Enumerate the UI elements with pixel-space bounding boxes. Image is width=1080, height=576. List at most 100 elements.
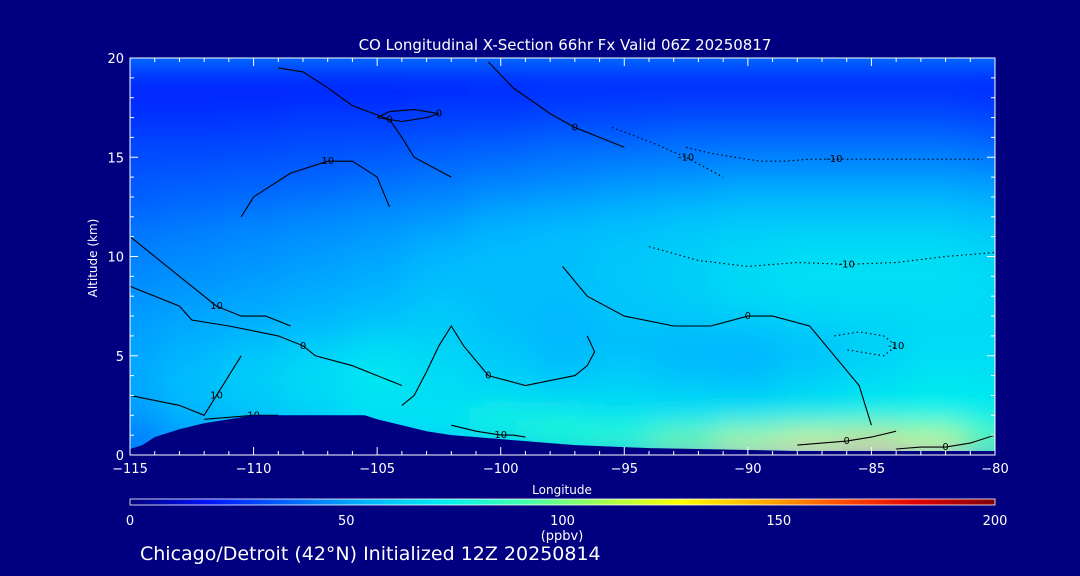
heat-cell <box>654 414 718 437</box>
negative-contour <box>648 246 995 267</box>
heat-cell <box>901 255 966 278</box>
heat-cell <box>283 116 348 139</box>
heat-cell <box>345 295 410 318</box>
y-tick-label: 5 <box>116 350 124 365</box>
heat-cell <box>901 96 966 119</box>
heat-cell <box>839 275 904 298</box>
heat-cell <box>963 116 995 139</box>
x-tick-label: −95 <box>611 462 638 477</box>
heat-cell <box>345 334 410 357</box>
heat-cell <box>839 96 904 119</box>
heat-cell <box>901 275 966 298</box>
footer-location-init: Chicago/Detroit (42°N) Initialized 12Z 2… <box>140 543 601 565</box>
heat-cell <box>221 215 286 238</box>
heat-cell <box>592 176 657 198</box>
heat-cell <box>407 255 471 278</box>
heat-cell <box>963 315 995 337</box>
heat-cell <box>283 255 348 278</box>
heat-cell <box>345 156 410 179</box>
heat-cell <box>159 394 224 417</box>
colorbar-tick-label: 50 <box>338 514 355 529</box>
heat-cell <box>345 215 410 238</box>
heat-cell <box>468 215 533 238</box>
heat-cell <box>715 295 780 318</box>
heat-cell <box>963 136 995 159</box>
heat-cell <box>901 156 966 179</box>
x-tick-label: −90 <box>734 462 761 477</box>
heat-cell <box>283 275 348 298</box>
heat-cell <box>654 354 718 377</box>
contour-label: 0 <box>485 371 491 382</box>
heat-cell <box>592 235 657 258</box>
heat-cell <box>530 136 595 159</box>
colorbar-tick-label: 0 <box>126 514 134 529</box>
heat-cell <box>468 176 533 198</box>
heat-cell <box>654 58 718 79</box>
negative-contour <box>611 126 724 178</box>
heat-cell <box>221 275 286 298</box>
heat-cell <box>839 334 904 357</box>
heat-cell <box>530 334 595 357</box>
heat-cell <box>468 394 533 417</box>
colorbar-tick-label: 200 <box>983 514 1008 529</box>
heat-cell <box>715 96 780 119</box>
heat-cell <box>283 374 348 397</box>
heat-cell <box>963 275 995 298</box>
heat-cell <box>159 315 224 337</box>
heat-cell <box>530 156 595 179</box>
terrain-mask <box>130 415 995 455</box>
heat-cell <box>592 295 657 318</box>
heat-cell <box>283 136 348 159</box>
heat-cell <box>777 176 842 198</box>
x-tick-label: −110 <box>236 462 272 477</box>
heat-cell <box>407 76 471 99</box>
heat-cell <box>345 96 410 119</box>
heat-cell <box>715 76 780 99</box>
heat-cell <box>901 334 966 357</box>
heat-cell <box>530 394 595 417</box>
heat-cell <box>283 215 348 238</box>
heat-cell <box>592 156 657 179</box>
heat-cell <box>283 96 348 119</box>
heat-cell <box>777 116 842 139</box>
heat-cell <box>715 354 780 377</box>
contour-label: -10 <box>678 152 694 163</box>
heat-cell <box>654 195 718 218</box>
heat-cell <box>221 295 286 318</box>
heat-cell <box>839 235 904 258</box>
heat-cell <box>654 275 718 298</box>
heat-cell <box>345 58 410 79</box>
heat-cell <box>654 334 718 357</box>
heat-cell <box>777 76 842 99</box>
heat-cell <box>839 215 904 238</box>
heat-cell <box>715 394 780 417</box>
heat-cell <box>839 354 904 377</box>
heat-cell <box>221 235 286 258</box>
heat-cell <box>963 58 995 79</box>
heat-cell <box>283 394 348 417</box>
heat-cell <box>963 414 995 437</box>
heat-cell <box>530 116 595 139</box>
heat-cell <box>407 96 471 119</box>
y-tick-label: 20 <box>107 52 124 67</box>
heat-cell <box>221 136 286 159</box>
heat-cell <box>901 176 966 198</box>
heat-cell <box>777 334 842 357</box>
heat-cell <box>130 255 162 278</box>
heat-cell <box>407 176 471 198</box>
heat-cell <box>654 176 718 198</box>
heat-cell <box>468 334 533 357</box>
contour-line <box>130 236 291 327</box>
colorbar-units: (ppbv) <box>541 529 584 544</box>
contour-label: 0 <box>572 122 578 133</box>
heat-cell <box>468 414 533 437</box>
heat-cell <box>839 255 904 278</box>
heat-cell <box>963 235 995 258</box>
heat-cell <box>592 215 657 238</box>
heat-cell <box>221 58 286 79</box>
heat-cell <box>715 156 780 179</box>
heat-cell <box>654 156 718 179</box>
heat-cell <box>283 156 348 179</box>
heat-cell <box>963 176 995 198</box>
heat-cell <box>963 255 995 278</box>
